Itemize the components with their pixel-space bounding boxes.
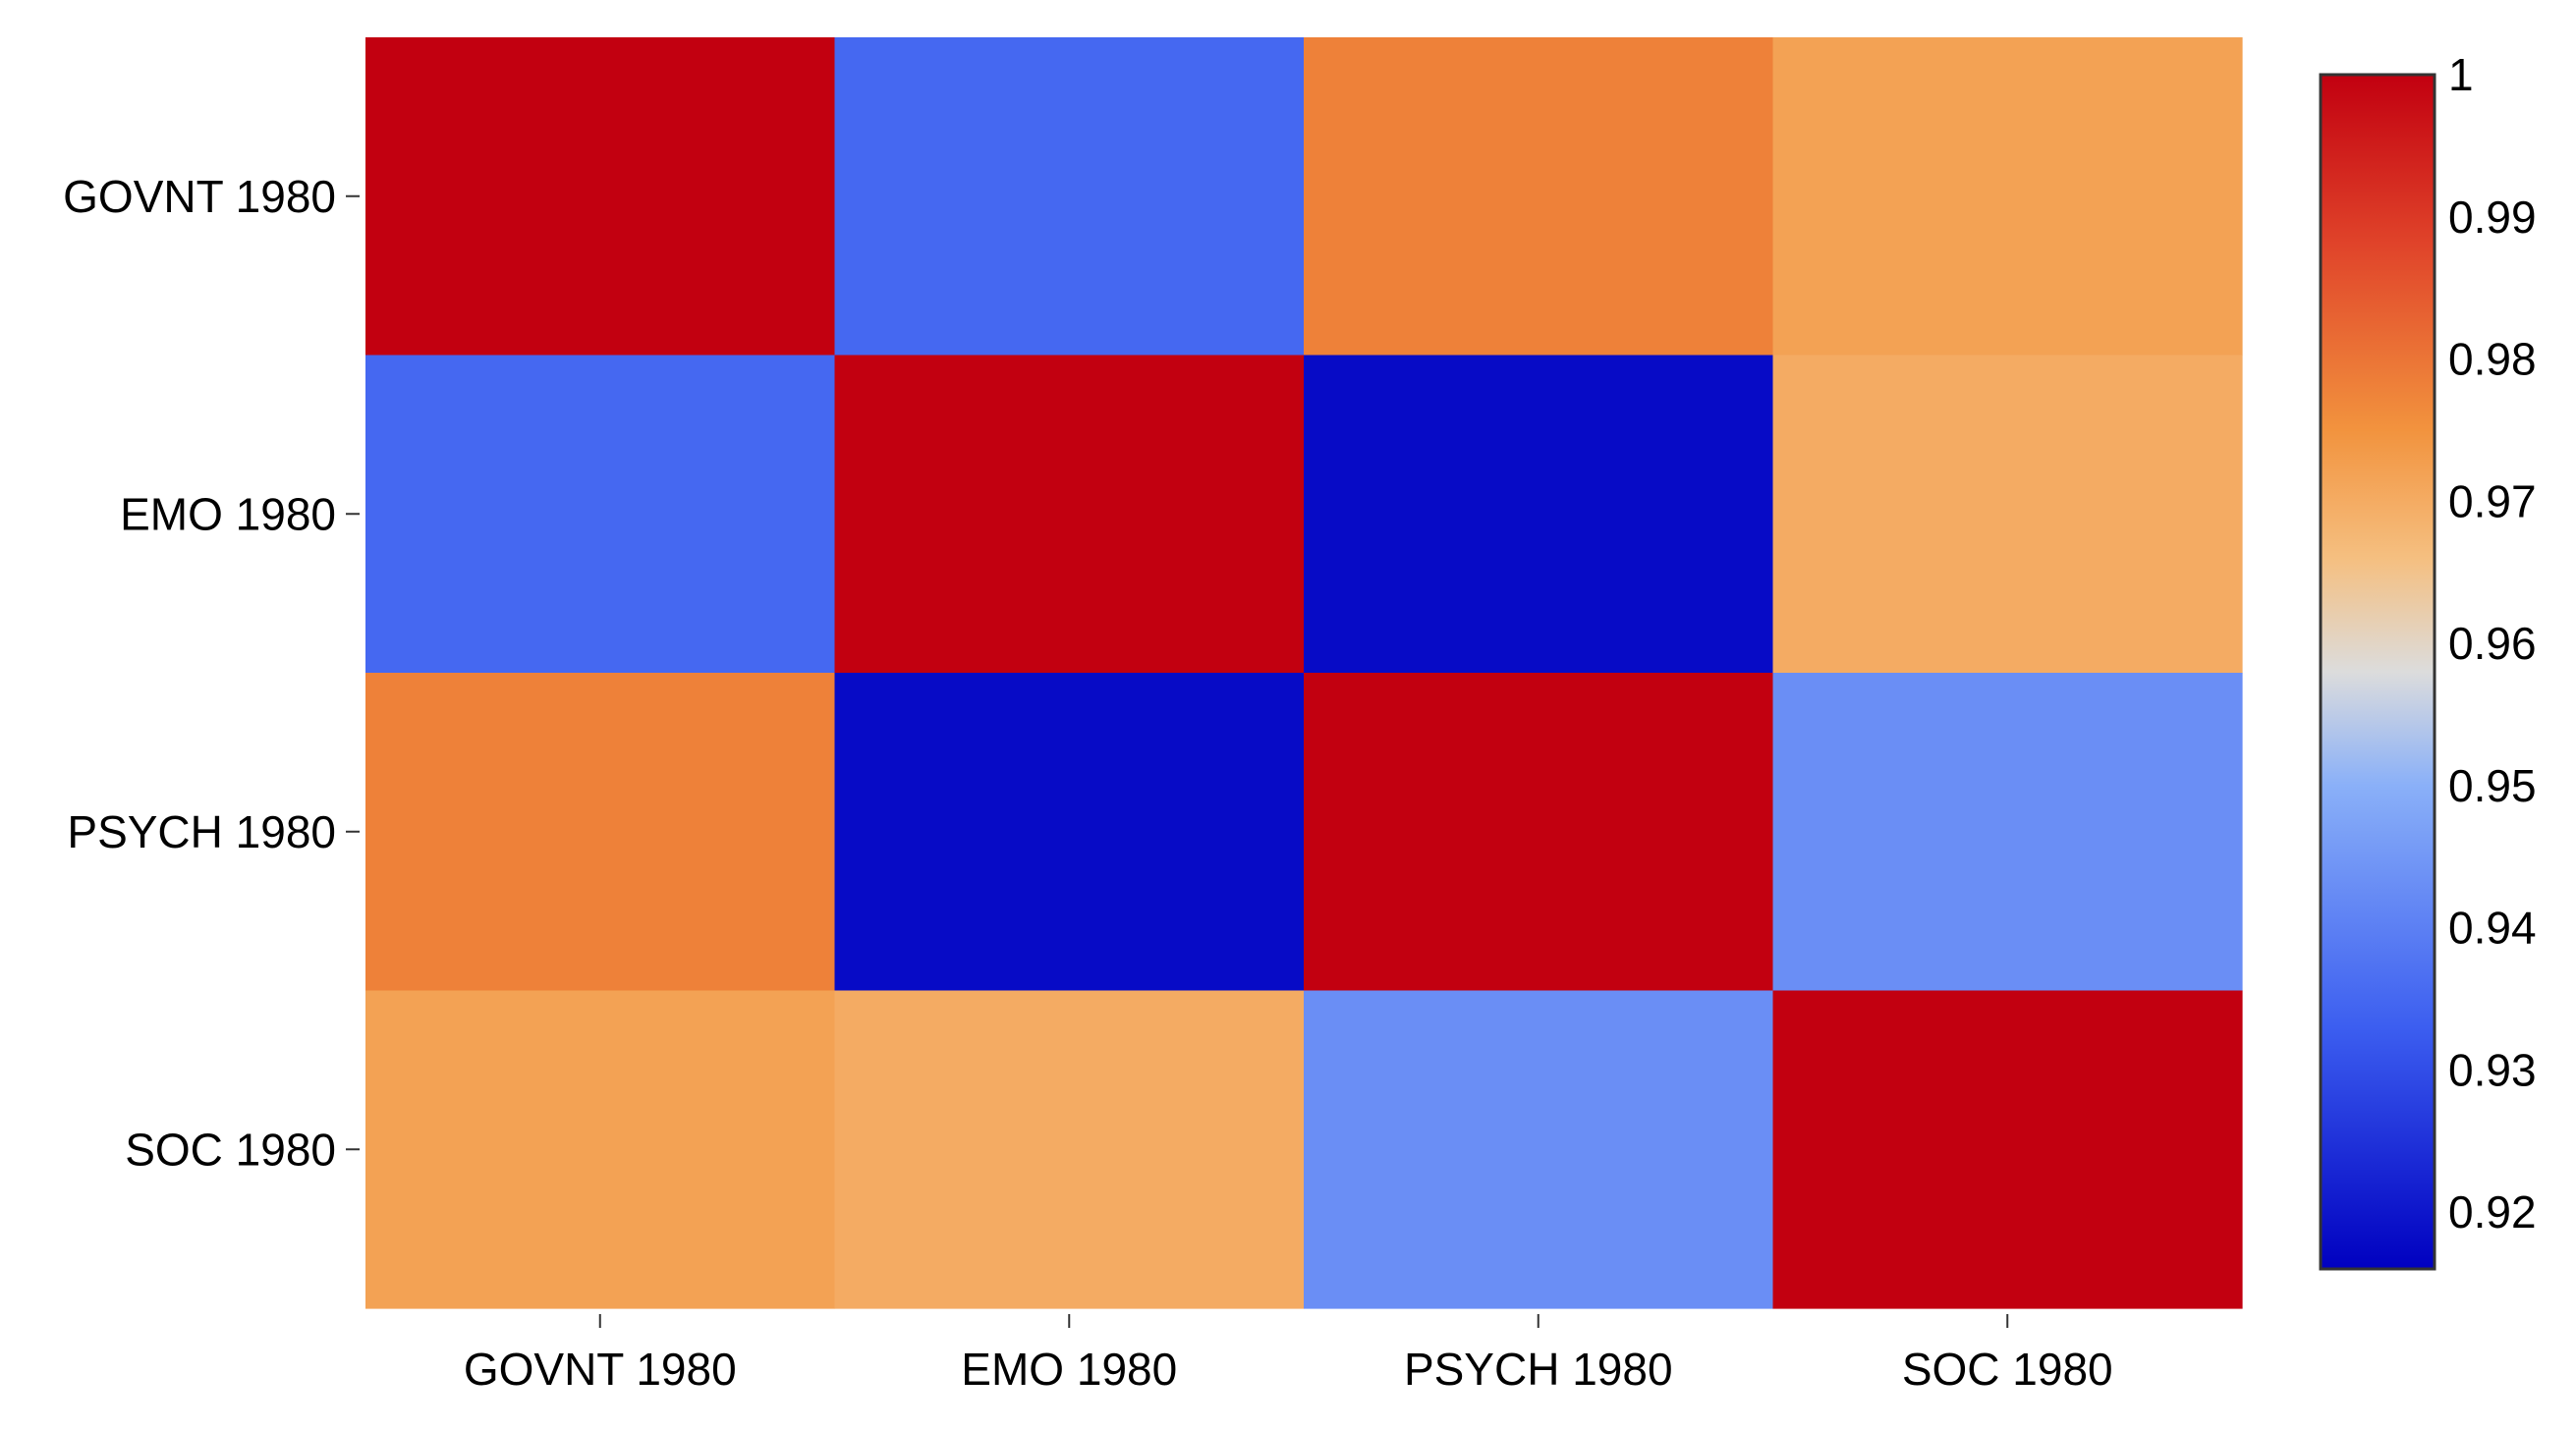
colorbar-tick-label: 0.95: [2448, 760, 2537, 811]
colorbar-tick-label: 0.94: [2448, 903, 2537, 954]
heatmap-cell: [365, 673, 836, 992]
colorbar-tick-label: 0.93: [2448, 1044, 2537, 1095]
colorbar-tick-label: 0.92: [2448, 1186, 2537, 1238]
y-tick-label: EMO 1980: [120, 488, 336, 539]
x-tick-label: PSYCH 1980: [1404, 1344, 1673, 1395]
heatmap-cells: [365, 37, 2243, 1309]
y-tick-label: PSYCH 1980: [67, 806, 336, 857]
heatmap-cell: [834, 990, 1305, 1309]
x-tick-label: GOVNT 1980: [464, 1344, 737, 1395]
heatmap-cell: [1304, 37, 1774, 357]
heatmap-cell: [834, 673, 1305, 992]
x-tick-label: EMO 1980: [961, 1344, 1177, 1395]
heatmap-cell: [834, 37, 1305, 357]
heatmap-cell: [834, 355, 1305, 674]
heatmap-cell: [1304, 990, 1774, 1309]
y-axis: GOVNT 1980 EMO 1980 PSYCH 1980 SOC 1980: [63, 171, 360, 1175]
heatmap-cell: [365, 990, 836, 1309]
x-tick-label: SOC 1980: [1902, 1344, 2113, 1395]
heatmap-cell: [365, 355, 836, 674]
heatmap-cell: [1304, 673, 1774, 992]
colorbar-tick-label: 0.96: [2448, 618, 2537, 669]
heatmap-cell: [1304, 355, 1774, 674]
heatmap-cell: [1772, 990, 2243, 1309]
heatmap-cell: [365, 37, 836, 357]
colorbar: 1 0.99 0.98 0.97 0.96 0.95 0.94 0.93 0.92: [2319, 49, 2537, 1271]
colorbar-tick-label: 0.97: [2448, 475, 2537, 526]
y-tick-label: SOC 1980: [125, 1124, 336, 1175]
colorbar-tick-label: 0.99: [2448, 192, 2537, 243]
y-tick-label: GOVNT 1980: [63, 171, 336, 222]
x-axis: GOVNT 1980 EMO 1980 PSYCH 1980 SOC 1980: [464, 1314, 2113, 1395]
heatmap-cell: [1772, 673, 2243, 992]
heatmap-cell: [1772, 37, 2243, 357]
heatmap-cell: [1772, 355, 2243, 674]
colorbar-tick-label: 0.98: [2448, 334, 2537, 385]
colorbar-gradient: [2319, 73, 2436, 1271]
colorbar-tick-label: 1: [2448, 49, 2474, 100]
